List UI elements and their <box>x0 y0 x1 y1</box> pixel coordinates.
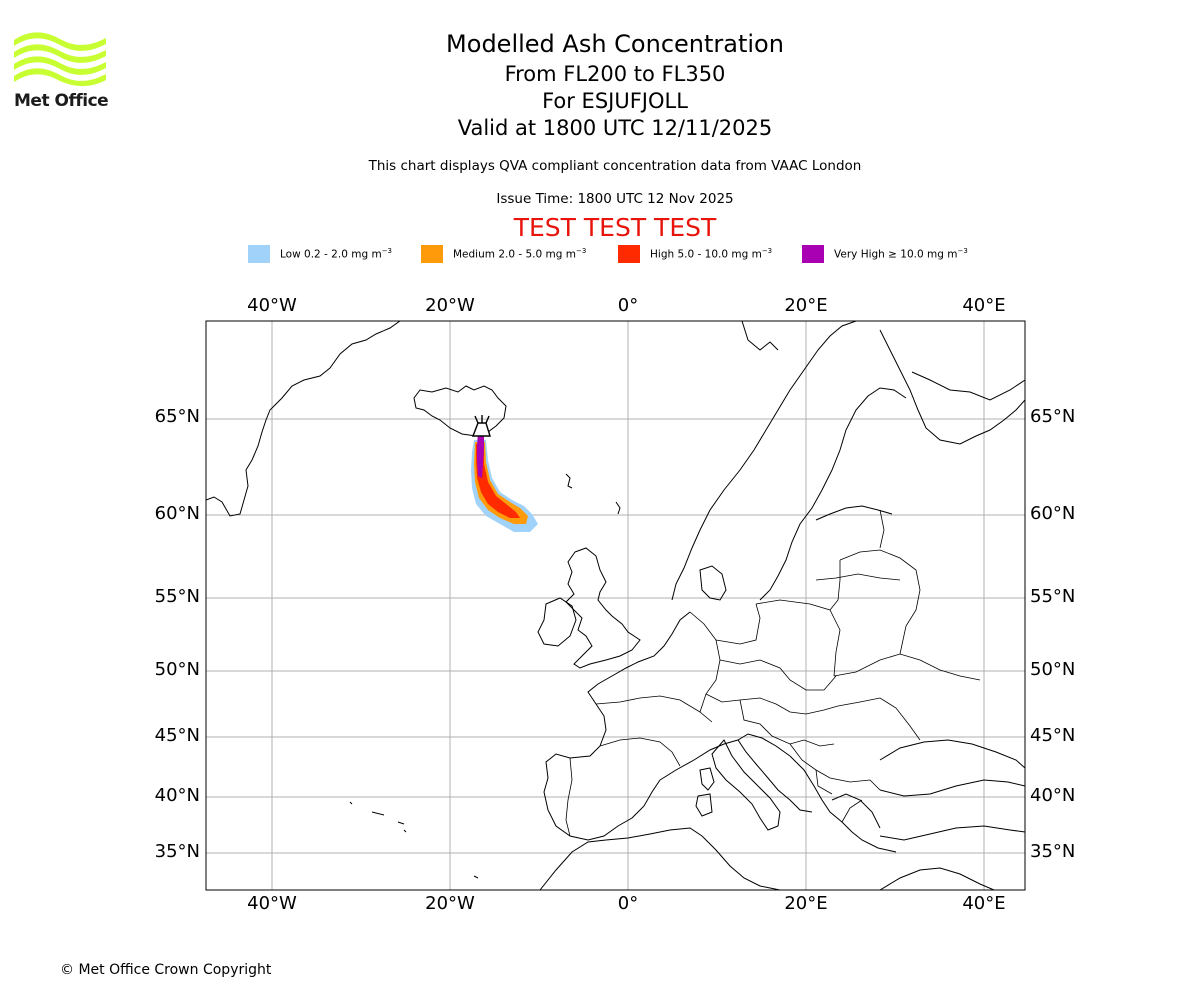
volcano-name: For ESJUFJOLL <box>542 89 688 113</box>
legend-label-very-high: Very High ≥ 10.0 mg m−3 <box>834 247 968 261</box>
valid-time: Valid at 1800 UTC 12/11/2025 <box>457 116 773 140</box>
legend-item-very-high: Very High ≥ 10.0 mg m−3 <box>802 244 968 264</box>
chart-title: Modelled Ash Concentration <box>446 30 784 58</box>
met-office-logo-icon <box>14 32 106 87</box>
legend-swatch-high <box>618 245 640 263</box>
legend-item-high: High 5.0 - 10.0 mg m−3 <box>618 244 772 264</box>
ash-very-high-region <box>477 432 484 478</box>
coastlines <box>206 321 1025 890</box>
legend-label-low: Low 0.2 - 2.0 mg m−3 <box>280 247 393 261</box>
volcano-icon <box>471 415 491 437</box>
met-office-logo-text: Met Office <box>14 91 109 111</box>
legend-label-high: High 5.0 - 10.0 mg m−3 <box>650 247 773 261</box>
country-borders <box>565 509 981 837</box>
map-frame <box>205 320 1026 891</box>
ash-medium-region <box>474 442 528 524</box>
ash-high-region <box>476 444 520 518</box>
flight-level-range: From FL200 to FL350 <box>504 62 726 86</box>
copyright-notice: © Met Office Crown Copyright <box>60 962 272 978</box>
compliance-note: This chart displays QVA compliant concen… <box>368 158 862 174</box>
map-gridlines <box>206 321 1025 890</box>
legend-item-medium: Medium 2.0 - 5.0 mg m−3 <box>421 244 586 264</box>
legend-label-medium: Medium 2.0 - 5.0 mg m−3 <box>453 247 587 261</box>
legend-item-low: Low 0.2 - 2.0 mg m−3 <box>248 244 392 264</box>
legend-swatch-medium <box>421 245 443 263</box>
ash-plume <box>471 432 538 532</box>
issue-time: Issue Time: 1800 UTC 12 Nov 2025 <box>496 191 734 207</box>
legend-swatch-very-high <box>802 245 824 263</box>
legend-swatch-low <box>248 245 270 263</box>
test-banner: TEST TEST TEST <box>513 213 717 242</box>
